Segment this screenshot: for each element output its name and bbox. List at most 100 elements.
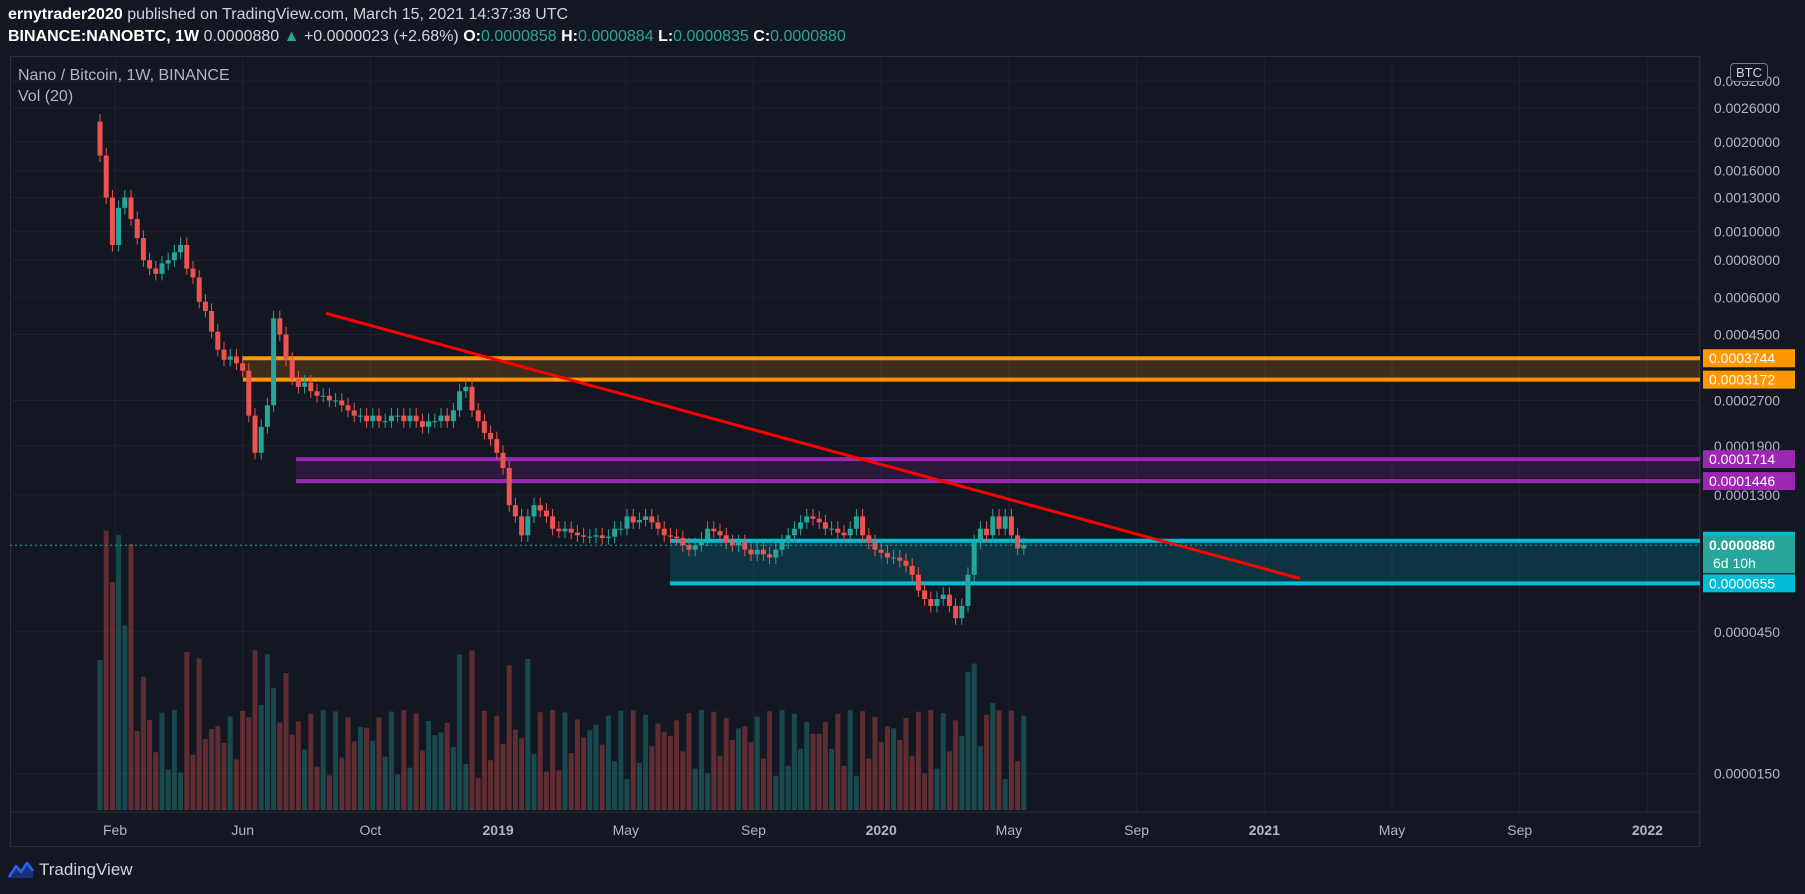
volume-bar [364, 727, 370, 810]
volume-bar [791, 713, 797, 810]
candle-body [1002, 516, 1008, 529]
volume-bar [240, 711, 246, 810]
volume-bar [754, 716, 760, 810]
candle-body [289, 359, 295, 379]
volume-bar [779, 710, 785, 810]
candle-body [643, 516, 649, 520]
open-label: O: [463, 28, 481, 45]
symbol-name[interactable]: BINANCE:NANOBTC, 1W [8, 28, 200, 45]
candle-body [940, 594, 946, 600]
candle-body [698, 539, 704, 546]
candle-body [835, 528, 841, 533]
volume-bar [723, 718, 729, 810]
candle-body [754, 549, 760, 555]
volume-bar [122, 625, 128, 810]
red-trendline [325, 311, 1301, 580]
volume-bar [506, 665, 512, 810]
tradingview-logo-icon [8, 861, 34, 878]
y-tick-label: 0.0000150 [1714, 766, 1780, 782]
candle-body [922, 590, 928, 600]
volume-bar [401, 710, 407, 810]
candle-body [791, 528, 797, 536]
candle-body [649, 516, 655, 523]
candle-body [450, 410, 456, 422]
volume-bar [165, 769, 171, 810]
volume-bar [264, 654, 270, 810]
author-name[interactable]: ernytrader2020 [8, 6, 123, 23]
candle-body [1021, 545, 1027, 549]
x-tick-label: May [613, 822, 639, 838]
volume-bar [605, 715, 611, 810]
candle-body [748, 549, 754, 555]
candle-body [413, 415, 419, 422]
orange-upper-label: 0.0003744 [1709, 350, 1775, 366]
volume-bar [395, 774, 401, 810]
volume-bar [271, 687, 277, 810]
candle-body [153, 268, 159, 274]
candle-body [866, 535, 872, 543]
volume-bar [884, 726, 890, 810]
candle-body [500, 452, 506, 469]
volume-bar [159, 712, 165, 810]
candle-body [444, 415, 450, 422]
currency-scale-badge[interactable]: BTC [1730, 63, 1768, 82]
tradingview-footer[interactable]: TradingView [8, 860, 133, 880]
volume-bar [574, 719, 580, 810]
volume-bar [705, 773, 711, 810]
volume-bar [326, 775, 332, 810]
candle-body [109, 197, 115, 245]
candle-body [779, 542, 785, 550]
volume-bar [872, 716, 878, 810]
y-tick-label: 0.0020000 [1714, 134, 1780, 150]
volume-legend[interactable]: Vol (20) [18, 88, 74, 105]
volume-bar [587, 730, 593, 810]
volume-bar [147, 719, 153, 810]
candle-body [246, 370, 252, 416]
volume-bar [413, 713, 419, 810]
high-value: 0.0000884 [577, 28, 654, 45]
candle-body [804, 516, 810, 523]
candle-body [1015, 535, 1021, 549]
candle-body [853, 516, 859, 529]
volume-bar [822, 721, 828, 810]
volume-bar [804, 721, 810, 810]
publish-date: published on TradingView.com, March 15, … [127, 6, 569, 23]
candle-body [996, 516, 1002, 529]
volume-bar [767, 711, 773, 810]
open-value: 0.0000858 [480, 28, 557, 45]
last-price: 0.0000880 [203, 28, 280, 45]
candle-body [165, 260, 171, 264]
y-tick-label: 0.0016000 [1714, 163, 1780, 179]
low-label: L: [658, 28, 674, 45]
candle-body [494, 439, 500, 453]
candle-body [891, 557, 897, 559]
volume-bar [97, 660, 103, 810]
volume-bar [686, 712, 692, 810]
volume-bar [940, 712, 946, 810]
volume-bar [357, 727, 363, 810]
candle-body [345, 405, 351, 411]
volume-bar [760, 758, 766, 810]
candle-body [568, 528, 574, 533]
volume-bar [494, 715, 500, 810]
orange-lower-label-bg [1703, 370, 1795, 389]
candle-body [543, 510, 549, 517]
low-value: 0.0000835 [673, 28, 749, 45]
volume-bar [469, 650, 475, 810]
x-tick-label: Sep [1124, 822, 1149, 838]
candle-body [519, 516, 525, 536]
candle-body [909, 565, 915, 575]
volume-bar [128, 544, 134, 810]
volume-bar [233, 759, 239, 810]
purple-zone [296, 459, 1700, 482]
close-value: 0.0000880 [770, 28, 846, 45]
close-label: C: [753, 28, 771, 45]
volume-bar [698, 710, 704, 810]
volume-bar [202, 739, 208, 810]
chart-legend-title[interactable]: Nano / Bitcoin, 1W, BINANCE [18, 67, 230, 84]
candle-body [686, 545, 692, 550]
candle-body [841, 532, 847, 536]
candle-body [178, 244, 184, 253]
x-tick-label: 2019 [483, 822, 514, 838]
